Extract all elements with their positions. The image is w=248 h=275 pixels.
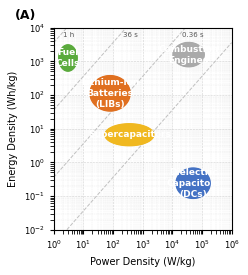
- Y-axis label: Energy Density (Wh/kg): Energy Density (Wh/kg): [8, 71, 18, 187]
- Polygon shape: [105, 124, 154, 146]
- X-axis label: Power Density (W/kg): Power Density (W/kg): [90, 257, 195, 267]
- Text: 1 h: 1 h: [63, 32, 75, 38]
- Polygon shape: [173, 43, 204, 67]
- Text: Lithium-ion
Batteries
(LIBs): Lithium-ion Batteries (LIBs): [81, 78, 139, 109]
- Polygon shape: [176, 168, 210, 198]
- Polygon shape: [59, 45, 77, 71]
- Text: (A): (A): [15, 9, 36, 22]
- Polygon shape: [90, 76, 130, 111]
- Text: Fuel
Cells: Fuel Cells: [56, 48, 80, 68]
- Text: 0.36 s: 0.36 s: [182, 32, 204, 38]
- Text: Supercapacitors: Supercapacitors: [88, 130, 171, 139]
- Text: Dielectric
Capacitors
(DCs): Dielectric Capacitors (DCs): [166, 168, 220, 199]
- Text: Combustion
Engines: Combustion Engines: [158, 45, 219, 65]
- Text: 36 s: 36 s: [123, 32, 137, 38]
